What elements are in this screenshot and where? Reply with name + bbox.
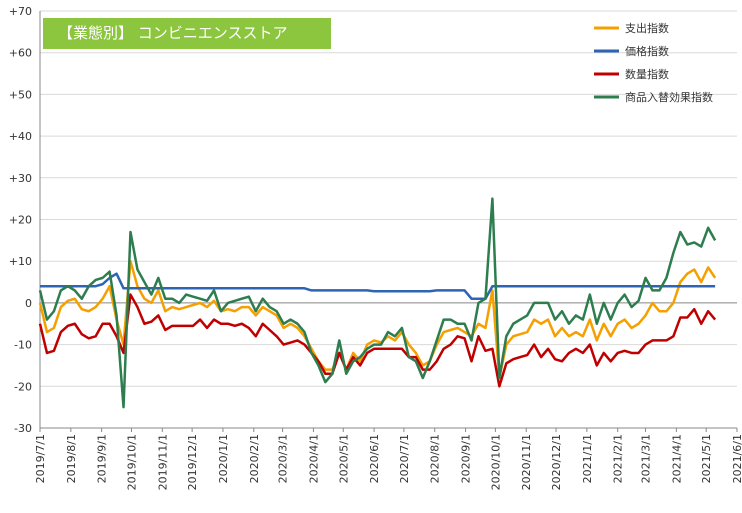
x-tick-label: 2019/7/1 — [34, 434, 47, 483]
y-tick-label: +60 — [9, 47, 32, 60]
x-tick-label: 2019/9/1 — [96, 434, 109, 483]
x-tick-label: 2019/11/1 — [156, 434, 169, 490]
x-tick-label: 2020/11/1 — [520, 434, 533, 490]
legend-label: 支出指数 — [625, 21, 669, 35]
x-tick-label: 2019/8/1 — [65, 434, 78, 483]
y-tick-label: +20 — [9, 214, 32, 227]
x-tick-label: 2021/1/1 — [581, 434, 594, 483]
x-tick-label: 2021/6/1 — [731, 434, 742, 483]
x-tick-label: 2020/9/1 — [460, 434, 473, 483]
y-tick-label: -10 — [14, 339, 32, 352]
y-tick-label: +50 — [9, 88, 32, 101]
x-tick-label: 2020/12/1 — [550, 434, 563, 490]
series-line — [38, 197, 717, 409]
y-tick-label: +30 — [9, 172, 32, 185]
y-tick-label: +70 — [9, 5, 32, 18]
x-tick-label: 2019/10/1 — [125, 434, 138, 490]
x-tick-label: 2020/10/1 — [489, 434, 502, 490]
x-tick-label: 2021/2/1 — [612, 434, 625, 483]
x-tick-label: 2020/2/1 — [248, 434, 261, 483]
legend-label: 数量指数 — [625, 67, 669, 81]
series-line — [38, 293, 717, 388]
x-tick-label: 2020/3/1 — [277, 434, 290, 483]
x-tick-label: 2021/4/1 — [670, 434, 683, 483]
series-line — [38, 259, 717, 380]
x-tick-label: 2020/1/1 — [217, 434, 230, 483]
y-tick-label: -20 — [14, 380, 32, 393]
title-box — [43, 18, 331, 49]
x-tick-label: 2021/3/1 — [640, 434, 653, 483]
x-tick-label: 2020/4/1 — [307, 434, 320, 483]
y-tick-label: +40 — [9, 130, 32, 143]
y-tick-label: +10 — [9, 255, 32, 268]
x-tick-label: 2020/8/1 — [429, 434, 442, 483]
x-tick-label: 2020/7/1 — [398, 434, 411, 483]
legend-label: 価格指数 — [625, 44, 669, 58]
chart-title: 【業態別】 コンビニエンスストア — [58, 24, 287, 42]
x-tick-label: 2020/5/1 — [337, 434, 350, 483]
x-tick-label: 2021/5/1 — [700, 434, 713, 483]
series-line — [40, 272, 716, 300]
legend-label: 商品入替効果指数 — [625, 90, 713, 104]
y-tick-label: -30 — [14, 422, 32, 435]
x-tick-label: 2019/12/1 — [186, 434, 199, 490]
y-tick-label: 0 — [25, 297, 32, 310]
x-tick-label: 2020/6/1 — [368, 434, 381, 483]
